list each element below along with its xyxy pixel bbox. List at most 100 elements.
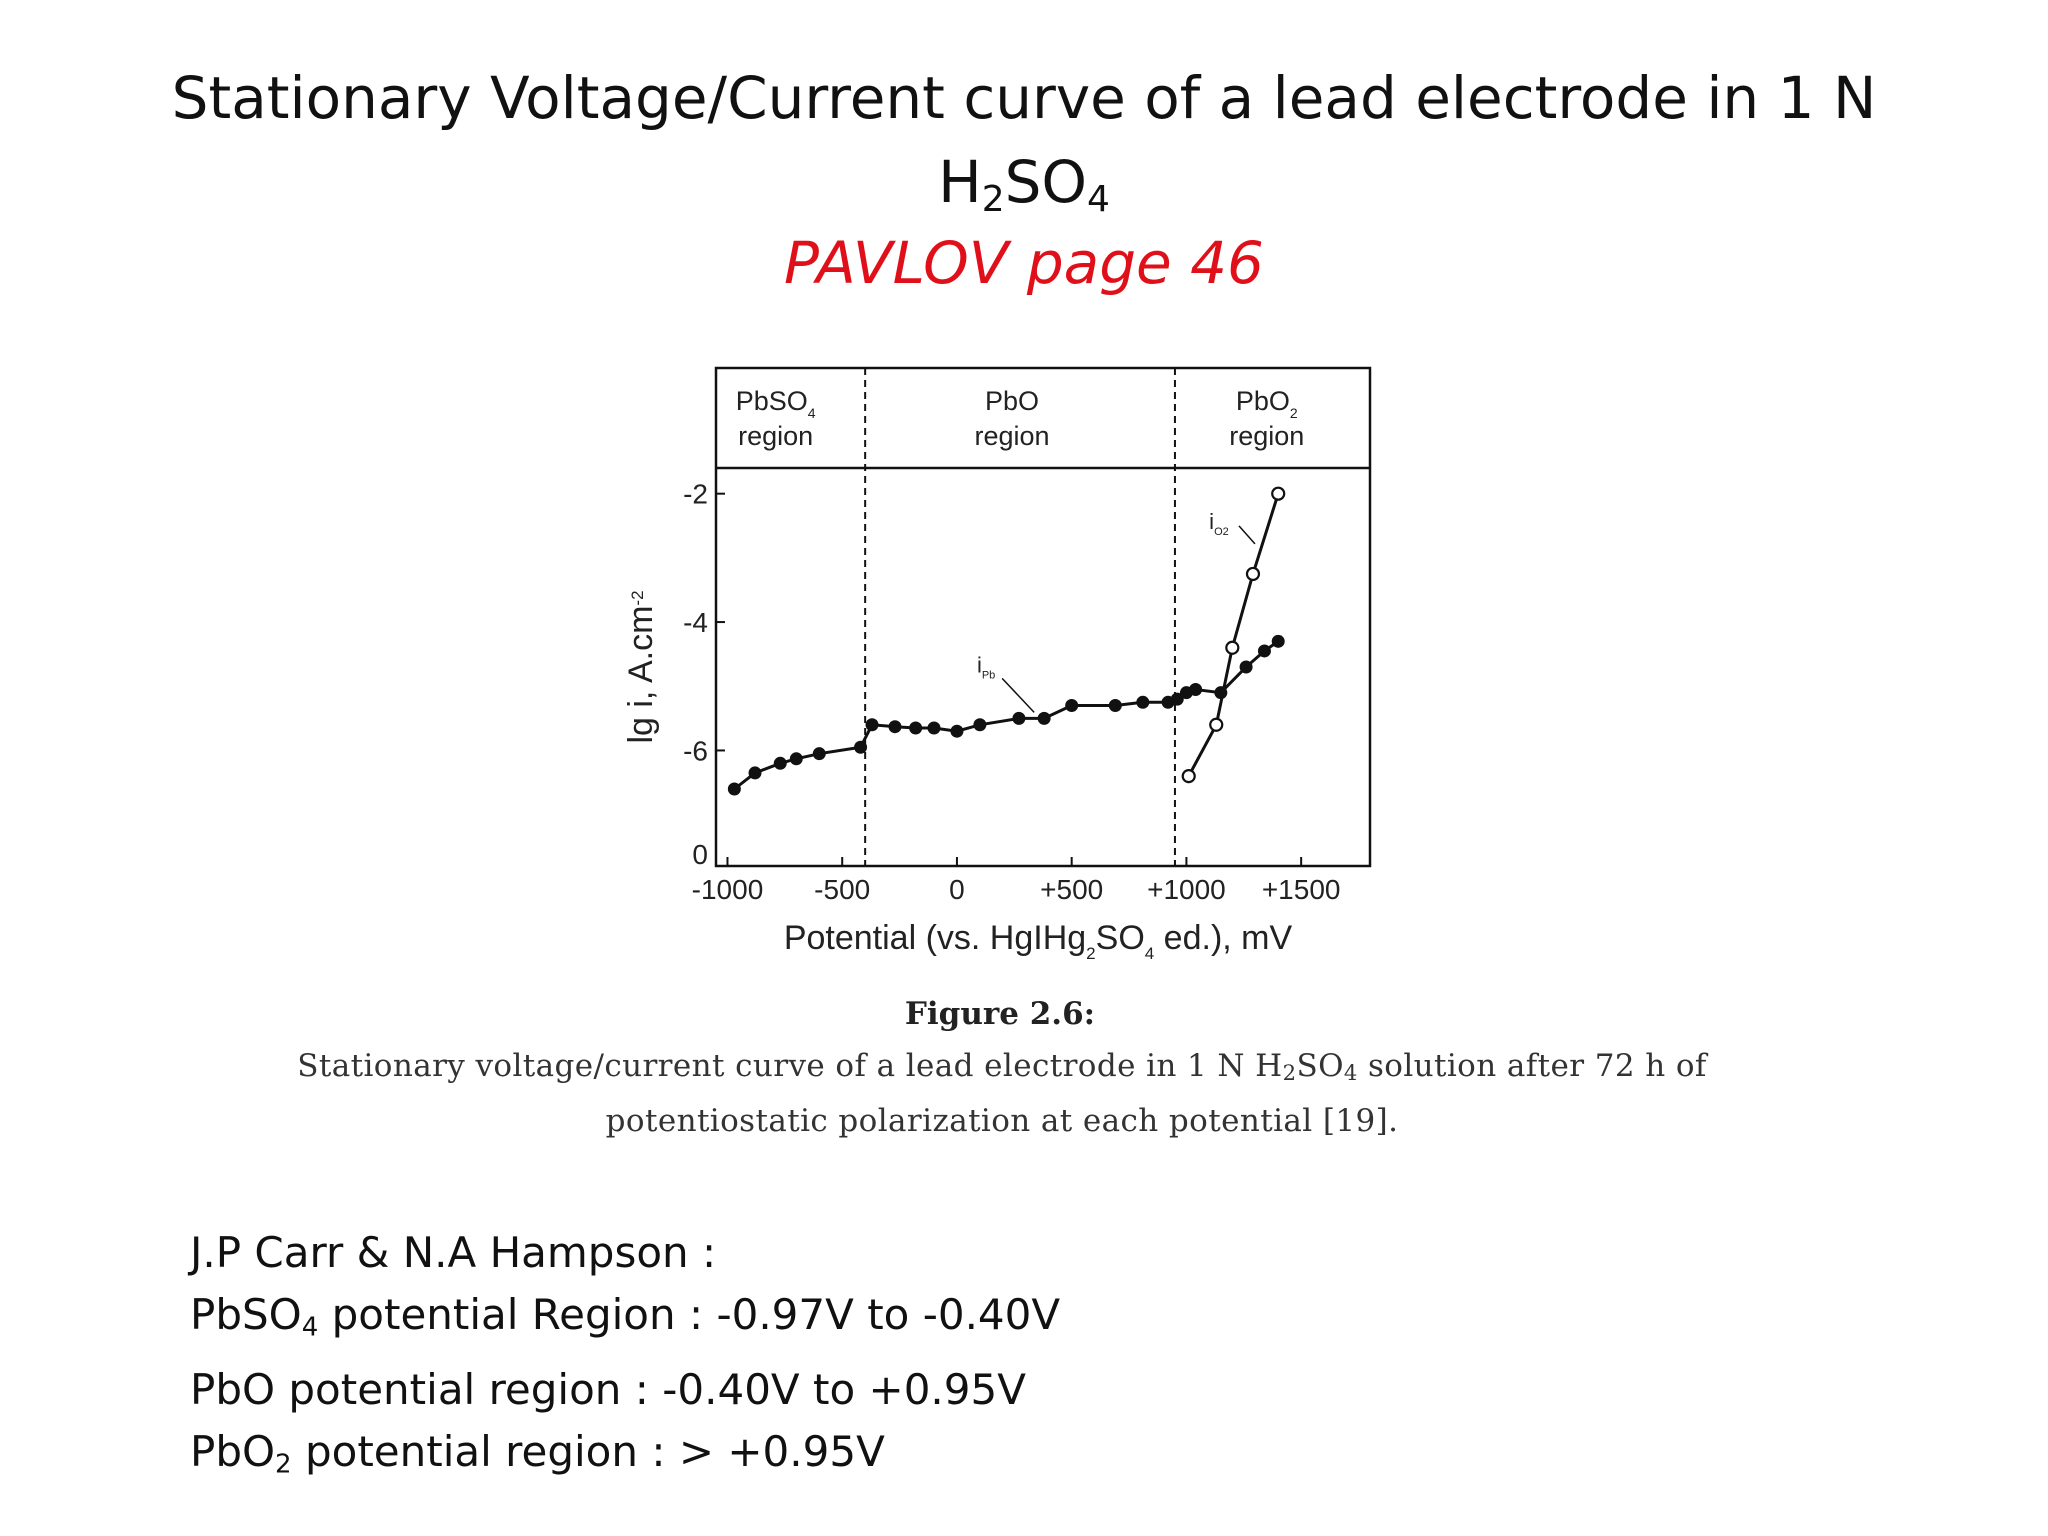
series-label-io2-part: i — [1209, 509, 1214, 534]
data-point-filled — [1012, 711, 1026, 725]
x-axis-title-part: Potential (vs. HgIHg — [784, 919, 1086, 957]
x-axis-title-part: 2 — [1086, 944, 1095, 963]
y-tick-label-part: -2 — [683, 479, 708, 510]
series-label-ipb-leader — [1001, 677, 1035, 713]
region-name-label: PbO2 — [1236, 386, 1298, 421]
x-tick-label-part: 0 — [949, 874, 965, 905]
region-name-label: PbO — [985, 386, 1039, 416]
region-word-label-part: region — [1229, 421, 1304, 451]
title-formula-h: H — [938, 148, 982, 216]
figure-label: Figure 2.6: — [904, 996, 1096, 1032]
note-pbo2-a: PbO — [190, 1426, 276, 1476]
data-point-filled — [1065, 699, 1079, 713]
data-point-filled — [1271, 634, 1285, 648]
notes-block: J.P Carr & N.A Hampson : PbSO4 potential… — [190, 1222, 1060, 1495]
data-point-filled — [909, 721, 923, 735]
caption-sub2: 2 — [1282, 1060, 1297, 1086]
note-authors: J.P Carr & N.A Hampson : — [190, 1228, 717, 1277]
data-point-filled — [812, 747, 826, 761]
x-tick-label-part: -500 — [814, 874, 870, 905]
series-label-io2-part: O2 — [1214, 526, 1229, 538]
caption-sub4: 4 — [1343, 1060, 1358, 1086]
x-axis-title-part: SO — [1096, 919, 1145, 957]
region-word-label-part: region — [974, 421, 1049, 451]
data-point-filled — [1136, 695, 1150, 709]
slide-title-line2: H2SO4 — [0, 140, 2048, 242]
note-pbo2-sub: 2 — [275, 1449, 292, 1479]
y-tick-label: -4 — [683, 607, 708, 638]
y-axis-title-part: lg i, A.cm — [622, 606, 660, 744]
y-tick-label-part: -6 — [683, 735, 708, 766]
title-formula-so: SO — [1004, 148, 1088, 216]
note-pbo2-region: PbO2 potential region : > +0.95V — [190, 1421, 1060, 1496]
data-point-open — [1271, 486, 1286, 501]
data-point-filled — [1239, 660, 1253, 674]
x-tick-label: +500 — [1040, 874, 1103, 905]
data-point-filled — [950, 724, 964, 738]
x-axis-title: Potential (vs. HgIHg2SO4 ed.), mV — [784, 919, 1293, 963]
x-tick-label: 0 — [949, 874, 965, 905]
series-label-ipb: iPb — [977, 652, 995, 681]
region-word-label: region — [738, 421, 813, 451]
x-tick-label-part: +1500 — [1262, 874, 1341, 905]
caption-part2: SO — [1296, 1048, 1344, 1084]
region-name-label-part: 2 — [1290, 405, 1298, 421]
data-point-filled — [1257, 644, 1271, 658]
data-point-filled — [1170, 692, 1184, 706]
data-point-open — [1209, 717, 1224, 732]
plot-frame — [714, 366, 1372, 868]
y-axis-title: lg i, A.cm-2 — [622, 590, 660, 743]
series-label-ipb-part: Pb — [982, 669, 995, 681]
slide-title-line1: Stationary Voltage/Current curve of a le… — [171, 64, 1877, 132]
x-tick-label: -1000 — [692, 874, 764, 905]
note-pbso4-a: PbSO — [190, 1290, 302, 1339]
y-tick-label-part: -4 — [683, 607, 708, 638]
note-pbo2-b: potential region : > +0.95V — [291, 1426, 885, 1476]
region-word-label: region — [974, 421, 1049, 451]
slide-subtitle: PAVLOV page 46 — [784, 229, 1264, 297]
series-line-0 — [733, 640, 1280, 791]
x-tick-label-part: -1000 — [692, 874, 764, 905]
y-tick-label: -6 — [683, 735, 708, 766]
data-point-filled — [748, 766, 762, 780]
data-point-filled — [865, 718, 879, 732]
slide-title: Stationary Voltage/Current curve of a le… — [0, 56, 2048, 242]
note-pbso4-b: potential Region : -0.97V to -0.40V — [318, 1290, 1061, 1339]
x-tick-label: +1000 — [1147, 874, 1226, 905]
region-word-label: region — [1229, 421, 1304, 451]
note-pbo-region: PbO potential region : -0.40V to +0.95V — [190, 1364, 1026, 1414]
data-point-filled — [854, 740, 868, 754]
series-label-io2-leader — [1238, 525, 1256, 545]
y-axis-bottom-label: 0 — [692, 839, 708, 870]
region-name-label-part: 4 — [808, 405, 816, 421]
x-tick-label-part: +1000 — [1147, 874, 1226, 905]
data-point-filled — [773, 756, 787, 770]
region-word-label-part: region — [738, 421, 813, 451]
x-tick-label: -500 — [814, 874, 870, 905]
series-label-io2: iO2 — [1209, 509, 1229, 538]
data-point-open — [1181, 769, 1196, 784]
title-formula-sub2: 2 — [981, 178, 1005, 220]
data-point-filled — [927, 721, 941, 735]
x-axis-title-part: ed.), mV — [1154, 919, 1292, 957]
x-tick-label-part: +500 — [1040, 874, 1103, 905]
y-tick-label: -2 — [683, 479, 708, 510]
data-point-open — [1225, 640, 1240, 655]
figure-caption: Stationary voltage/current curve of a le… — [262, 1042, 1742, 1145]
region-name-label: PbSO4 — [736, 386, 816, 421]
y-axis-title-part: -2 — [628, 590, 647, 605]
note-pbso4-region: PbSO4 potential Region : -0.97V to -0.40… — [190, 1284, 1060, 1359]
title-formula-sub4: 4 — [1087, 178, 1110, 220]
y-axis-bottom-label-part: 0 — [692, 839, 708, 870]
data-point-filled — [1037, 711, 1051, 725]
data-point-filled — [1108, 699, 1122, 713]
caption-part1: Stationary voltage/current curve of a le… — [297, 1048, 1283, 1084]
x-axis-title-part: 4 — [1145, 944, 1154, 963]
data-point-filled — [973, 718, 987, 732]
region-name-label-part: PbSO — [736, 386, 808, 416]
data-point-filled — [789, 752, 803, 766]
region-name-label-part: PbO — [1236, 386, 1290, 416]
region-name-label-part: PbO — [985, 386, 1039, 416]
data-point-filled — [1189, 682, 1203, 696]
